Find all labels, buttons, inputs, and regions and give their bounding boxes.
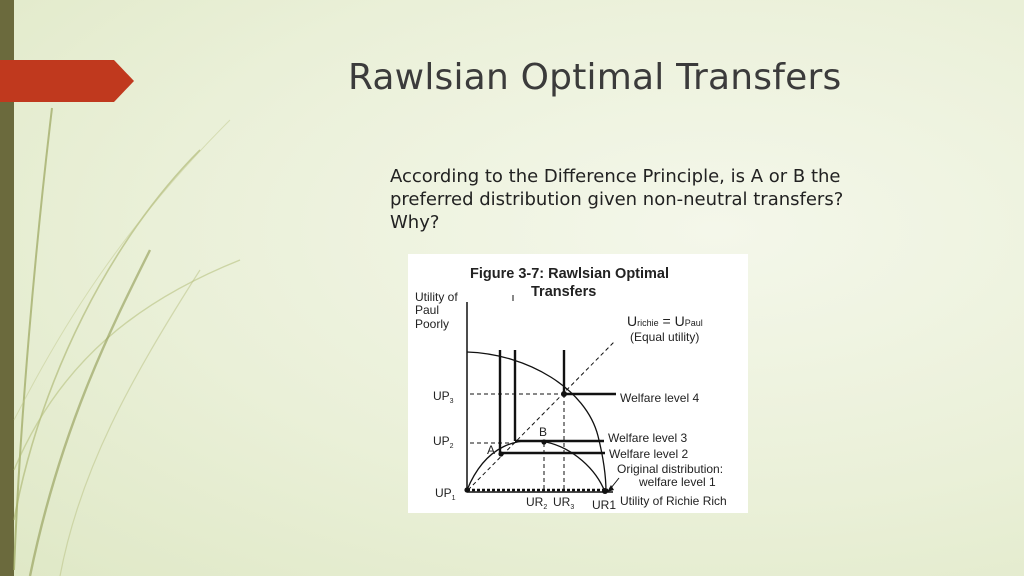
point-b-label: B bbox=[539, 425, 547, 439]
arrow-head bbox=[607, 485, 614, 492]
welfare-level-4-label: Welfare level 4 bbox=[620, 391, 699, 405]
point-a-label: A bbox=[487, 443, 495, 457]
side-bar bbox=[0, 0, 14, 576]
figure-title-line2: Transfers bbox=[531, 284, 596, 300]
ur1-point bbox=[602, 488, 608, 494]
equal-utility-label: Urichie = UPaul bbox=[627, 313, 703, 329]
x-tick-ur2: UR2 bbox=[526, 495, 547, 511]
decorative-curves bbox=[13, 107, 241, 576]
original-distribution-label-1: Original distribution: bbox=[617, 462, 723, 476]
question-text: According to the Difference Principle, i… bbox=[390, 166, 844, 233]
equal-utility-note: (Equal utility) bbox=[630, 330, 699, 344]
slide-title: Rawlsian Optimal Transfers bbox=[348, 57, 842, 98]
y-axis-label-3: Poorly bbox=[415, 317, 449, 331]
accent-tab bbox=[0, 60, 134, 102]
original-distribution-label-2: welfare level 1 bbox=[638, 475, 716, 489]
point-a bbox=[498, 451, 504, 457]
y-axis-label-1: Utility of bbox=[415, 290, 458, 304]
utility-frontier-outer bbox=[466, 351, 607, 493]
point-b bbox=[541, 439, 547, 445]
original-distribution-arrow bbox=[610, 477, 620, 489]
figure-diagram: Figure 3-7: Rawlsian Optimal Transfers U… bbox=[415, 266, 727, 512]
x-tick-ur3: UR3 bbox=[553, 495, 574, 511]
origin-point bbox=[464, 487, 470, 493]
y-tick-up3: UP3 bbox=[433, 389, 454, 405]
y-tick-up2: UP2 bbox=[433, 434, 454, 450]
figure-title-line1: Figure 3-7: Rawlsian Optimal bbox=[470, 266, 669, 282]
rawlsian-figure: Figure 3-7: Rawlsian Optimal Transfers U… bbox=[408, 254, 748, 513]
y-axis-label-2: Paul bbox=[415, 303, 439, 317]
welfare-level-2-label: Welfare level 2 bbox=[609, 447, 688, 461]
x-axis-label: Utility of Richie Rich bbox=[620, 494, 727, 508]
welfare-level-4-point bbox=[561, 391, 567, 397]
welfare-level-3-label: Welfare level 3 bbox=[608, 431, 687, 445]
equal-utility-line bbox=[467, 341, 615, 491]
y-tick-up1: UP1 bbox=[435, 486, 456, 502]
x-tick-ur1: UR1 bbox=[592, 498, 616, 512]
